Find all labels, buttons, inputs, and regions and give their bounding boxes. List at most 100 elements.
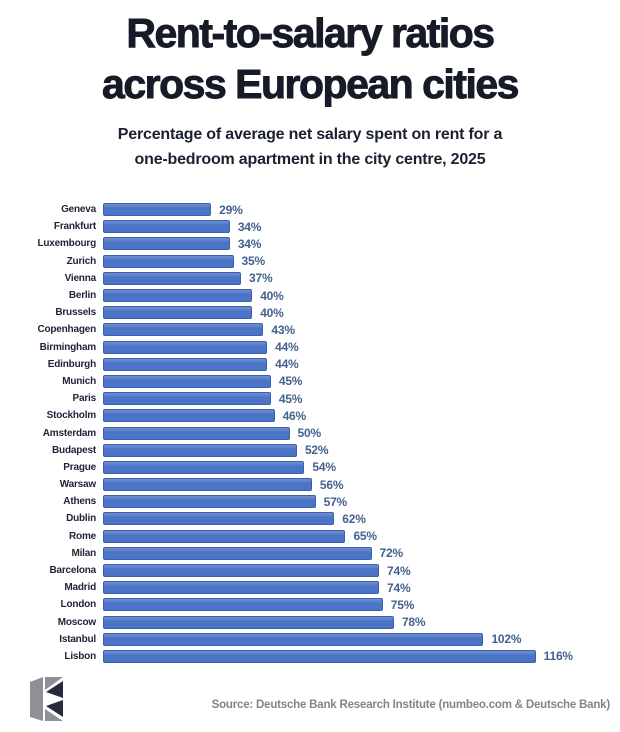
chart-row: Moscow 78% bbox=[0, 614, 620, 631]
value-label: 43% bbox=[271, 322, 295, 337]
chart-row: Athens 57% bbox=[0, 493, 620, 510]
chart-row: Rome 65% bbox=[0, 528, 620, 545]
value-label: 44% bbox=[275, 340, 299, 355]
value-label: 78% bbox=[401, 615, 426, 630]
category-label: Rome bbox=[69, 530, 96, 542]
value-label: 45% bbox=[278, 391, 303, 406]
category-label: Paris bbox=[72, 393, 97, 405]
chart-row: Dublin 62% bbox=[0, 510, 620, 527]
value-label: 50% bbox=[297, 426, 322, 441]
bar bbox=[103, 615, 394, 629]
category-label: Brussels bbox=[55, 307, 96, 319]
chart-row: Milan 72% bbox=[0, 545, 620, 562]
category-label: Edinburgh bbox=[47, 358, 96, 370]
value-label: 72% bbox=[379, 546, 404, 561]
category-label: Dublin bbox=[66, 513, 96, 525]
chart-row: Istanbul 102% bbox=[0, 631, 620, 648]
bar bbox=[103, 271, 241, 285]
bar bbox=[103, 392, 271, 406]
category-label: Moscow bbox=[57, 616, 96, 628]
chart-row: Luxembourg 34% bbox=[0, 235, 620, 252]
bar bbox=[103, 340, 268, 354]
chart-row: Paris 45% bbox=[0, 390, 620, 407]
chart-row: Warsaw 56% bbox=[0, 476, 620, 493]
bar bbox=[103, 546, 372, 560]
bar bbox=[103, 529, 346, 543]
value-label: 46% bbox=[282, 408, 307, 423]
category-label: Warsaw bbox=[59, 479, 96, 491]
bar bbox=[103, 203, 212, 217]
value-label: 34% bbox=[237, 219, 262, 234]
value-label: 40% bbox=[260, 305, 284, 320]
bar bbox=[103, 495, 316, 509]
value-label: 102% bbox=[491, 632, 522, 647]
category-label: Prague bbox=[63, 461, 96, 473]
value-label: 116% bbox=[543, 649, 573, 664]
chart-row: Budapest 52% bbox=[0, 442, 620, 459]
chart-row: Stockholm 46% bbox=[0, 407, 620, 424]
chart-row: Madrid 74% bbox=[0, 579, 620, 596]
bar-chart: Geneva 29% Frankfurt 34% Luxembourg 34% Zurich… bbox=[0, 201, 620, 665]
category-label: Lisbon bbox=[64, 650, 96, 662]
chart-row: Lisbon 116% bbox=[0, 648, 620, 665]
chart-row: London 75% bbox=[0, 596, 620, 613]
category-label: Frankfurt bbox=[53, 221, 96, 233]
category-label: Budapest bbox=[52, 444, 96, 456]
bar bbox=[103, 220, 230, 234]
bar bbox=[103, 289, 253, 303]
bar bbox=[103, 478, 312, 492]
bar bbox=[103, 306, 253, 320]
category-label: Istanbul bbox=[59, 633, 96, 645]
bar bbox=[103, 374, 271, 388]
chart-row: Frankfurt 34% bbox=[0, 218, 620, 235]
category-label: Munich bbox=[62, 375, 96, 387]
chart-row: Vienna 37% bbox=[0, 270, 620, 287]
subtitle-line-2: one-bedroom apartment in the city centre… bbox=[134, 151, 486, 168]
category-label: Athens bbox=[63, 496, 96, 508]
chart-row: Zurich 35% bbox=[0, 253, 620, 270]
bar bbox=[103, 512, 335, 526]
value-label: 44% bbox=[275, 357, 299, 372]
value-label: 37% bbox=[249, 271, 273, 286]
category-label: Copenhagen bbox=[37, 324, 96, 336]
category-label: Birmingham bbox=[39, 341, 97, 353]
value-label: 74% bbox=[387, 563, 411, 578]
page-title: Rent-to-salary ratios across European ci… bbox=[0, 0, 620, 110]
value-label: 40% bbox=[260, 288, 284, 303]
bar bbox=[103, 409, 275, 423]
category-label: Madrid bbox=[64, 582, 96, 594]
value-label: 56% bbox=[319, 477, 344, 492]
chart-row: Birmingham 44% bbox=[0, 339, 620, 356]
category-label: Barcelona bbox=[49, 565, 96, 577]
value-label: 54% bbox=[312, 460, 336, 475]
category-label: London bbox=[60, 599, 97, 611]
value-label: 34% bbox=[237, 236, 262, 251]
category-label: Luxembourg bbox=[37, 238, 96, 250]
value-label: 62% bbox=[342, 511, 366, 526]
bar bbox=[103, 598, 383, 612]
bar bbox=[103, 443, 297, 457]
bar bbox=[103, 632, 484, 646]
category-label: Milan bbox=[71, 547, 96, 559]
bar bbox=[103, 564, 380, 578]
value-label: 74% bbox=[387, 580, 411, 595]
value-label: 65% bbox=[353, 529, 377, 544]
chart-row: Berlin 40% bbox=[0, 287, 620, 304]
value-label: 45% bbox=[278, 374, 303, 389]
category-label: Geneva bbox=[61, 204, 96, 216]
chart-subtitle: Percentage of average net salary spent o… bbox=[0, 122, 620, 172]
bar bbox=[103, 649, 536, 663]
bar bbox=[103, 581, 380, 595]
value-label: 52% bbox=[304, 443, 329, 458]
bar bbox=[103, 426, 290, 440]
chart-row: Barcelona 74% bbox=[0, 562, 620, 579]
category-label: Berlin bbox=[68, 290, 96, 302]
bar bbox=[103, 237, 230, 251]
chart-row: Copenhagen 43% bbox=[0, 321, 620, 338]
value-label: 75% bbox=[390, 597, 415, 612]
chart-row: Prague 54% bbox=[0, 459, 620, 476]
category-label: Amsterdam bbox=[42, 427, 96, 439]
chart-row: Geneva 29% bbox=[0, 201, 620, 218]
source-attribution: Source: Deutsche Bank Research Institute… bbox=[211, 699, 611, 711]
